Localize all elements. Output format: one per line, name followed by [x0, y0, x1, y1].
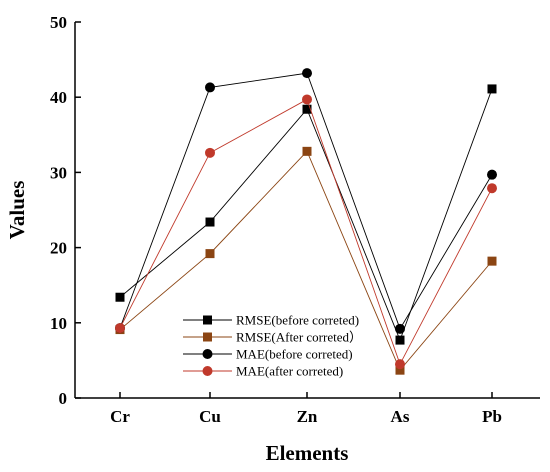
- data-point: [302, 94, 312, 105]
- legend-item: RMSE(before correted): [183, 313, 359, 328]
- data-point: [395, 323, 405, 334]
- legend-label: MAE(after correted): [236, 364, 343, 379]
- y-axis-ticks: 0 10 20 30 40 50: [50, 13, 81, 408]
- data-point: [205, 249, 215, 259]
- data-point: [115, 292, 125, 302]
- data-point: [395, 365, 405, 375]
- data-point: [205, 82, 215, 93]
- series-4: [115, 94, 497, 370]
- legend-marker: [203, 315, 212, 325]
- x-tick-label: Cr: [110, 407, 130, 426]
- data-point: [115, 323, 125, 334]
- legend-marker: [202, 366, 213, 376]
- data-point: [487, 183, 497, 194]
- x-tick-label: Pb: [482, 407, 502, 426]
- y-tick-label: 50: [50, 13, 67, 32]
- data-point: [205, 217, 215, 227]
- legend-label: RMSE(before correted): [236, 313, 359, 328]
- data-point: [302, 104, 312, 114]
- series-layer: [115, 68, 497, 375]
- x-axis-title: Elements: [266, 441, 349, 465]
- y-tick-label: 0: [59, 389, 68, 408]
- x-tick-label: Zn: [297, 407, 318, 426]
- series-1: [115, 84, 497, 345]
- data-point: [487, 84, 497, 94]
- legend-marker: [203, 332, 212, 342]
- y-axis-title: Values: [5, 181, 29, 240]
- y-tick-label: 20: [50, 239, 67, 258]
- x-tick-label: As: [391, 407, 410, 426]
- y-tick-label: 40: [50, 88, 67, 107]
- legend-marker: [202, 349, 213, 359]
- legend-item: RMSE(After correted）: [183, 330, 362, 345]
- x-axis-ticks: Cr Cu Zn As Pb: [110, 392, 502, 426]
- legend-label: MAE(before correted): [236, 347, 353, 362]
- data-point: [302, 146, 312, 156]
- data-point: [205, 147, 215, 158]
- y-tick-label: 10: [50, 314, 67, 333]
- legend-item: MAE(before correted): [183, 347, 353, 362]
- y-tick-label: 30: [50, 163, 67, 182]
- data-point: [487, 169, 497, 180]
- legend: RMSE(before correted) RMSE(After correted…: [183, 313, 362, 379]
- legend-item: MAE(after correted): [183, 364, 343, 379]
- series-line: [119, 88, 493, 342]
- data-point: [302, 68, 312, 79]
- x-tick-label: Cu: [199, 407, 221, 426]
- data-point: [395, 359, 405, 370]
- data-point: [487, 256, 497, 266]
- data-point: [395, 335, 405, 345]
- legend-label: RMSE(After correted）: [236, 330, 362, 345]
